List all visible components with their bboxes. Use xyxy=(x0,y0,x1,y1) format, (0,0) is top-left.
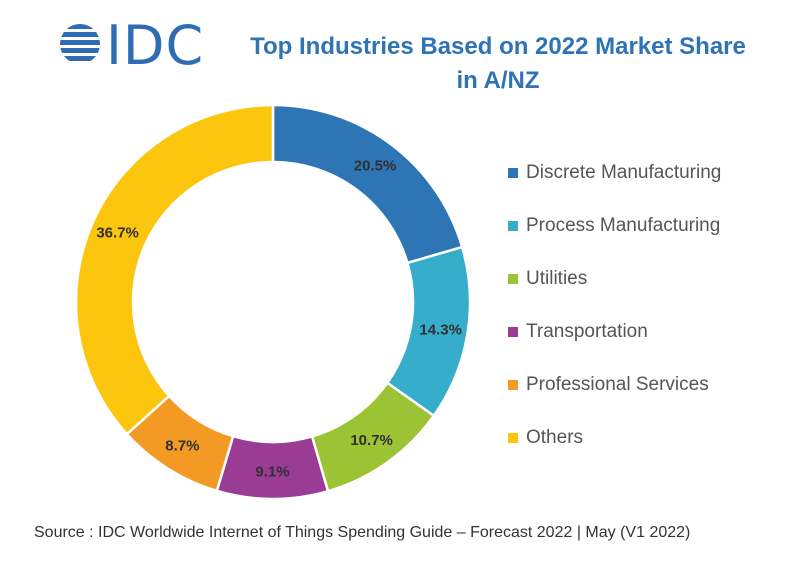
slice-label-utilities: 10.7% xyxy=(350,432,393,449)
legend-item-discrete-manufacturing: Discrete Manufacturing xyxy=(508,146,788,199)
legend-swatch xyxy=(508,379,518,390)
slice-label-others: 36.7% xyxy=(96,225,139,242)
legend-label: Others xyxy=(526,426,584,448)
donut-slice-others xyxy=(74,103,275,436)
legend-label: Discrete Manufacturing xyxy=(526,161,722,183)
legend-swatch xyxy=(508,167,518,178)
donut-slice-discrete-manufacturing xyxy=(271,103,464,265)
idc-logo-text: IDC xyxy=(106,14,205,77)
source-note: Source : IDC Worldwide Internet of Thing… xyxy=(34,524,691,541)
legend-label: Professional Services xyxy=(526,373,709,395)
slice-label-process-manufacturing: 14.3% xyxy=(419,322,462,339)
legend-item-transportation: Transportation xyxy=(508,305,788,358)
idc-logo: IDC xyxy=(56,14,216,77)
chart-legend: Discrete Manufacturing Process Manufactur… xyxy=(508,146,788,464)
legend-item-utilities: Utilities xyxy=(508,252,788,305)
idc-globe-icon xyxy=(60,24,100,61)
legend-item-others: Others xyxy=(508,411,788,464)
legend-swatch xyxy=(508,326,518,337)
legend-swatch xyxy=(508,432,518,443)
legend-item-process-manufacturing: Process Manufacturing xyxy=(508,199,788,252)
legend-swatch xyxy=(508,273,518,284)
legend-label: Process Manufacturing xyxy=(526,214,721,236)
legend-swatch xyxy=(508,220,518,231)
legend-label: Utilities xyxy=(526,267,588,289)
chart-title: Top Industries Based on 2022 Market Shar… xyxy=(250,33,746,94)
slice-label-transportation: 9.1% xyxy=(255,463,289,480)
legend-label: Transportation xyxy=(526,320,648,342)
legend-item-professional-services: Professional Services xyxy=(508,358,788,411)
slice-label-professional-services: 8.7% xyxy=(165,437,199,454)
slice-label-discrete-manufacturing: 20.5% xyxy=(354,158,397,175)
